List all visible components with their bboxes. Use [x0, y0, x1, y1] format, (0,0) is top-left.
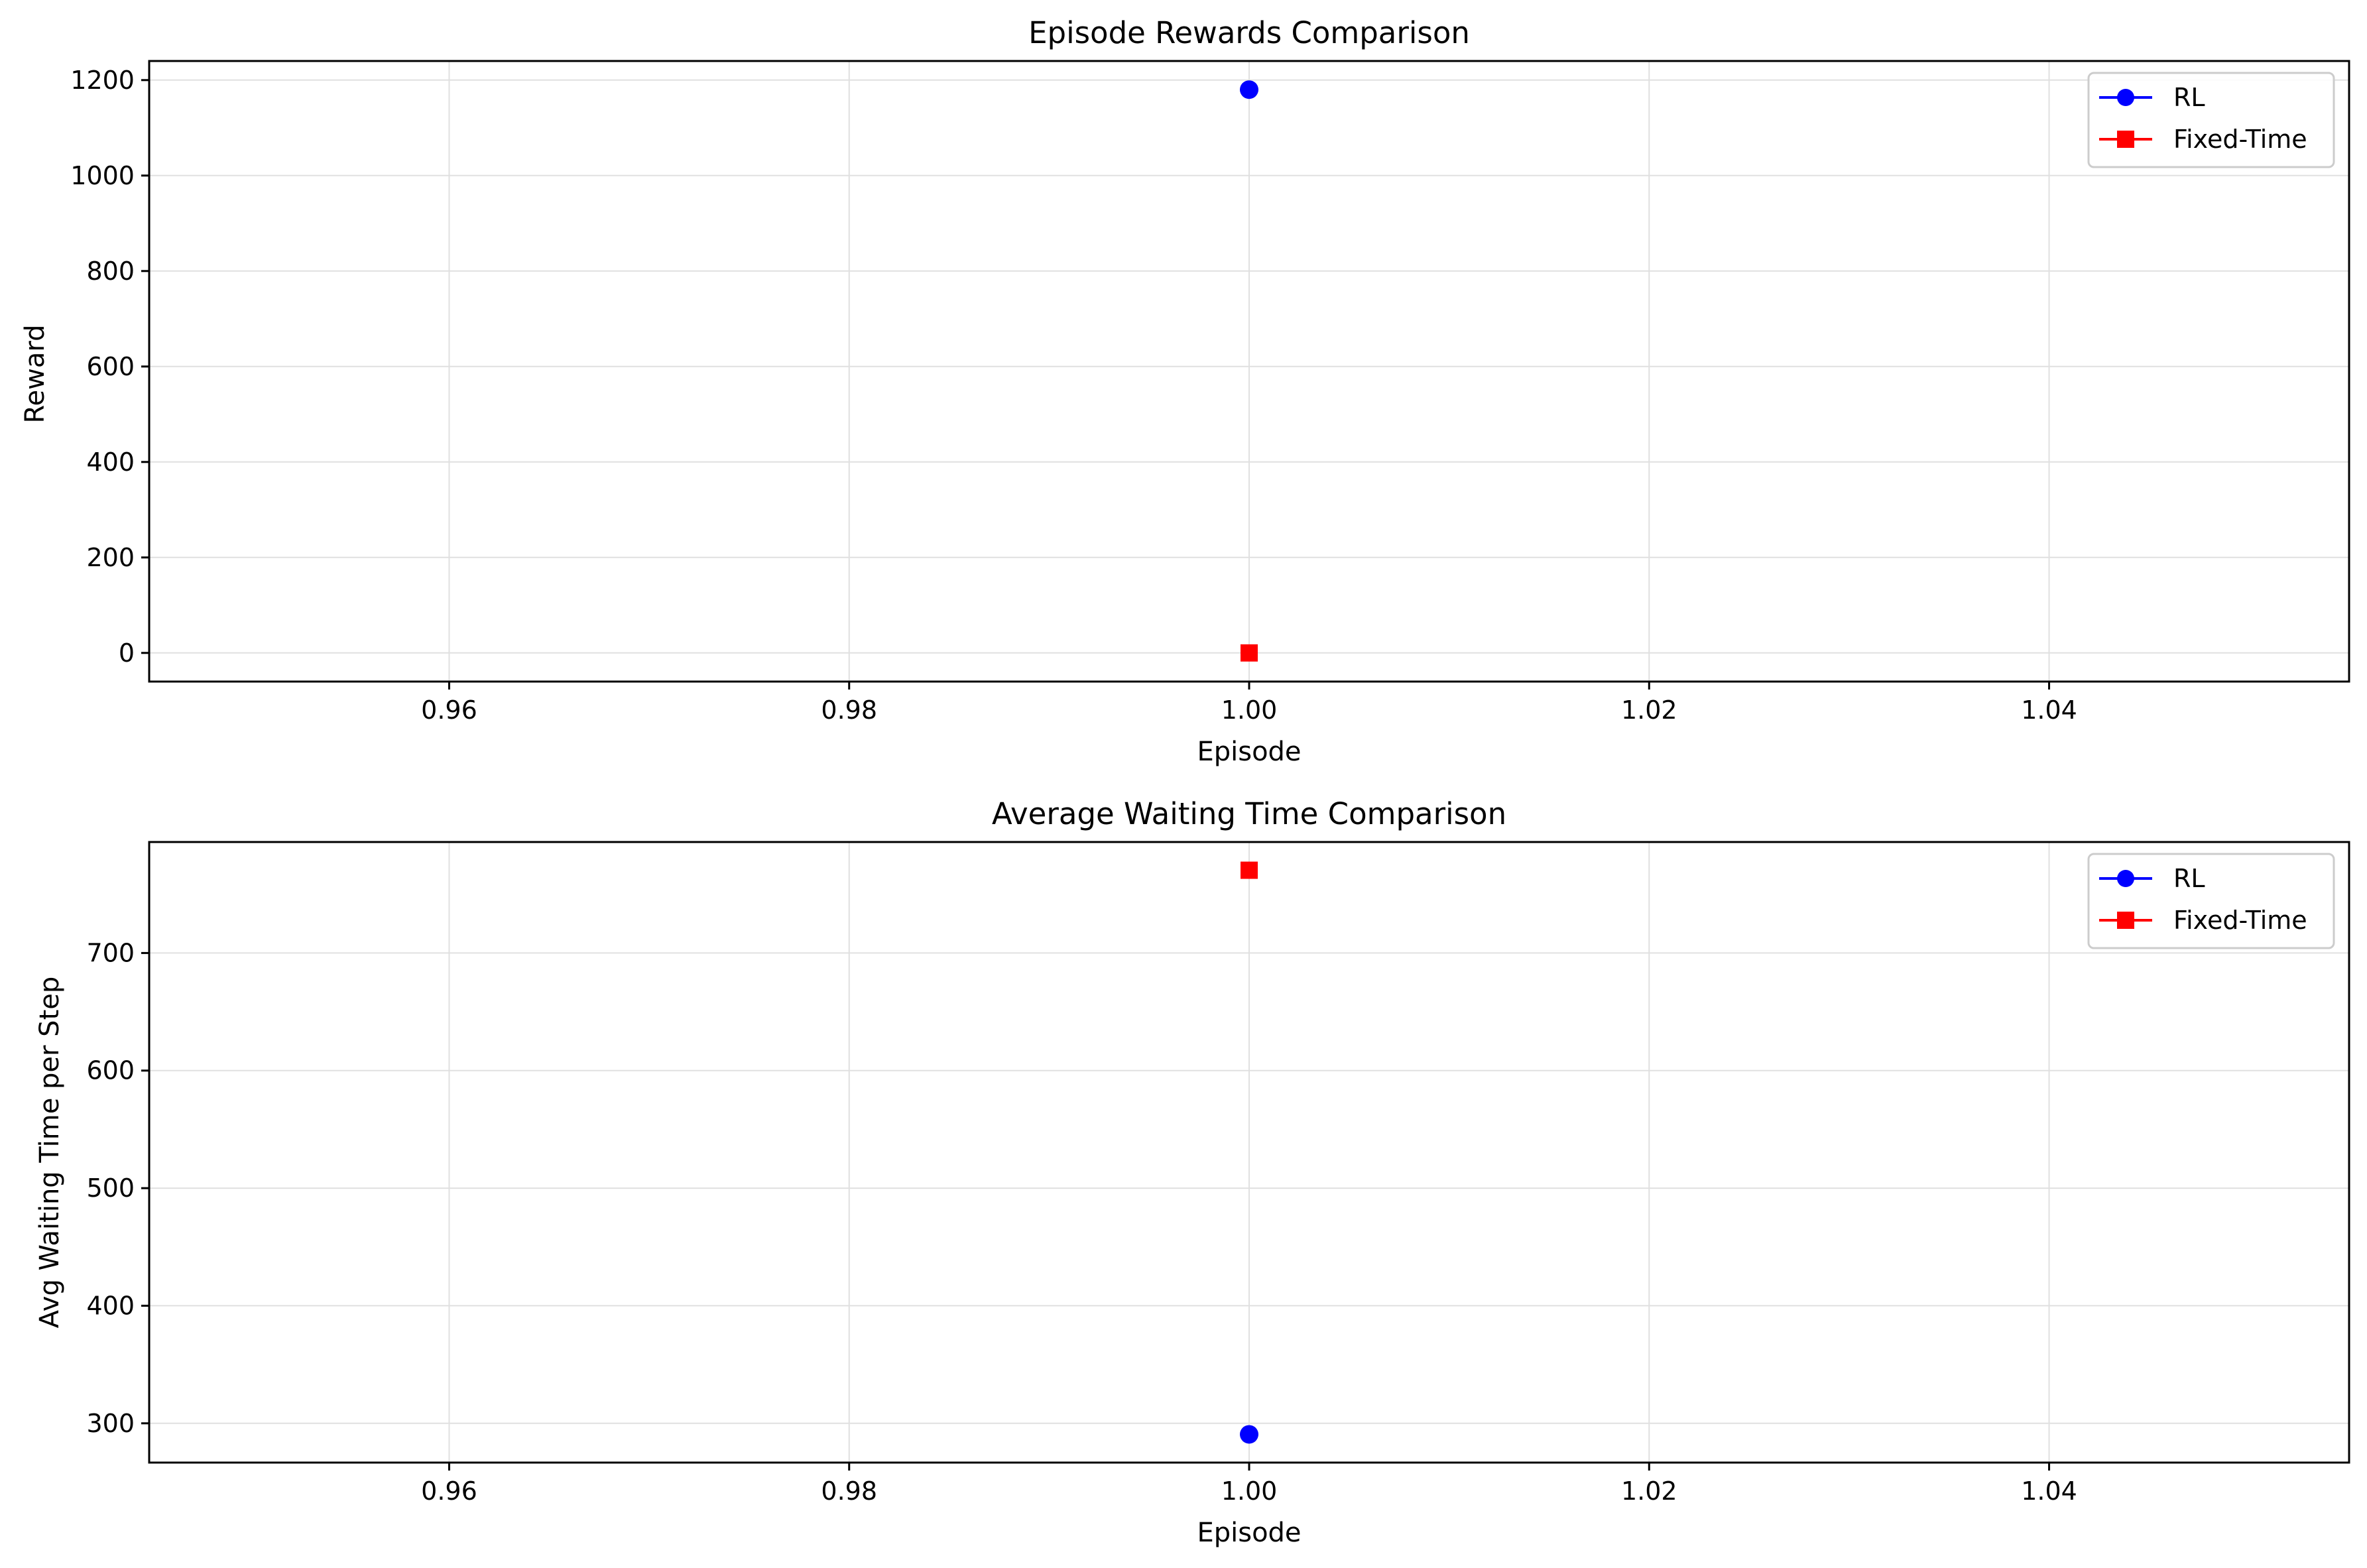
- rewards-y-axis-label: Reward: [20, 325, 50, 424]
- rewards-y-tick-label: 800: [86, 257, 135, 286]
- rewards-x-tick-label: 0.96: [421, 695, 477, 725]
- waiting-y-tick-label: 300: [86, 1409, 135, 1438]
- waiting-x-tick-label: 1.02: [1621, 1477, 1677, 1506]
- waiting-grid: [149, 842, 2349, 1463]
- waiting-x-tick-label: 1.04: [2021, 1477, 2077, 1506]
- waiting-fixed-time-point: [1241, 861, 1258, 879]
- rewards-ticks: 0.96 0.98 1.00 1.02 1.04 0 200 400 600 800 1000 120…: [70, 66, 2077, 725]
- waiting-panel: 0.96 0.98 1.00 1.02 1.04 300 400 500 600 700 Aver…: [34, 796, 2350, 1548]
- waiting-y-tick-label: 700: [86, 938, 135, 967]
- waiting-rl-point: [1240, 1425, 1258, 1444]
- rewards-x-tick-label: 1.00: [1221, 695, 1278, 725]
- waiting-legend-fixed-marker: [2117, 912, 2134, 929]
- waiting-x-tick-label: 0.98: [821, 1477, 877, 1506]
- rewards-title: Episode Rewards Comparison: [1028, 15, 1470, 50]
- rewards-fixed-time-point: [1241, 644, 1258, 662]
- rewards-y-tick-label: 1200: [70, 66, 135, 95]
- waiting-x-tick-label: 1.00: [1221, 1477, 1278, 1506]
- rewards-legend-fixed-label: Fixed-Time: [2173, 125, 2307, 154]
- rewards-y-tick-label: 0: [119, 638, 135, 668]
- rewards-legend-fixed-marker: [2117, 131, 2134, 148]
- rewards-y-tick-label: 400: [86, 448, 135, 477]
- rewards-y-tick-label: 1000: [70, 161, 135, 190]
- rewards-x-axis-label: Episode: [1197, 737, 1301, 767]
- rewards-marks: [1240, 80, 1258, 662]
- rewards-y-tick-label: 200: [86, 543, 135, 572]
- rewards-legend-rl-marker: [2117, 89, 2134, 106]
- waiting-ticks: 0.96 0.98 1.00 1.02 1.04 300 400 500 600 700: [86, 938, 2077, 1506]
- rewards-x-tick-label: 1.02: [1621, 695, 1677, 725]
- waiting-y-tick-label: 400: [86, 1291, 135, 1320]
- waiting-title: Average Waiting Time Comparison: [992, 796, 1506, 831]
- rewards-legend: RL Fixed-Time: [2087, 72, 2335, 168]
- waiting-y-tick-label: 600: [86, 1056, 135, 1085]
- waiting-y-tick-label: 500: [86, 1174, 135, 1203]
- waiting-y-axis-label: Avg Waiting Time per Step: [34, 977, 65, 1329]
- rewards-panel: 0.96 0.98 1.00 1.02 1.04 0 200 400 600 800 1000 120…: [20, 15, 2350, 767]
- rewards-rl-point: [1240, 80, 1258, 99]
- rewards-y-tick-label: 600: [86, 352, 135, 381]
- waiting-legend: RL Fixed-Time: [2087, 853, 2335, 949]
- waiting-marks: [1240, 861, 1258, 1444]
- waiting-legend-fixed-label: Fixed-Time: [2173, 906, 2307, 935]
- rewards-x-tick-label: 0.98: [821, 695, 877, 725]
- waiting-x-tick-label: 0.96: [421, 1477, 477, 1506]
- waiting-legend-rl-label: RL: [2173, 864, 2205, 893]
- waiting-x-axis-label: Episode: [1197, 1518, 1301, 1548]
- rewards-x-tick-label: 1.04: [2021, 695, 2077, 725]
- rewards-legend-rl-label: RL: [2173, 83, 2205, 112]
- waiting-legend-rl-marker: [2117, 870, 2134, 887]
